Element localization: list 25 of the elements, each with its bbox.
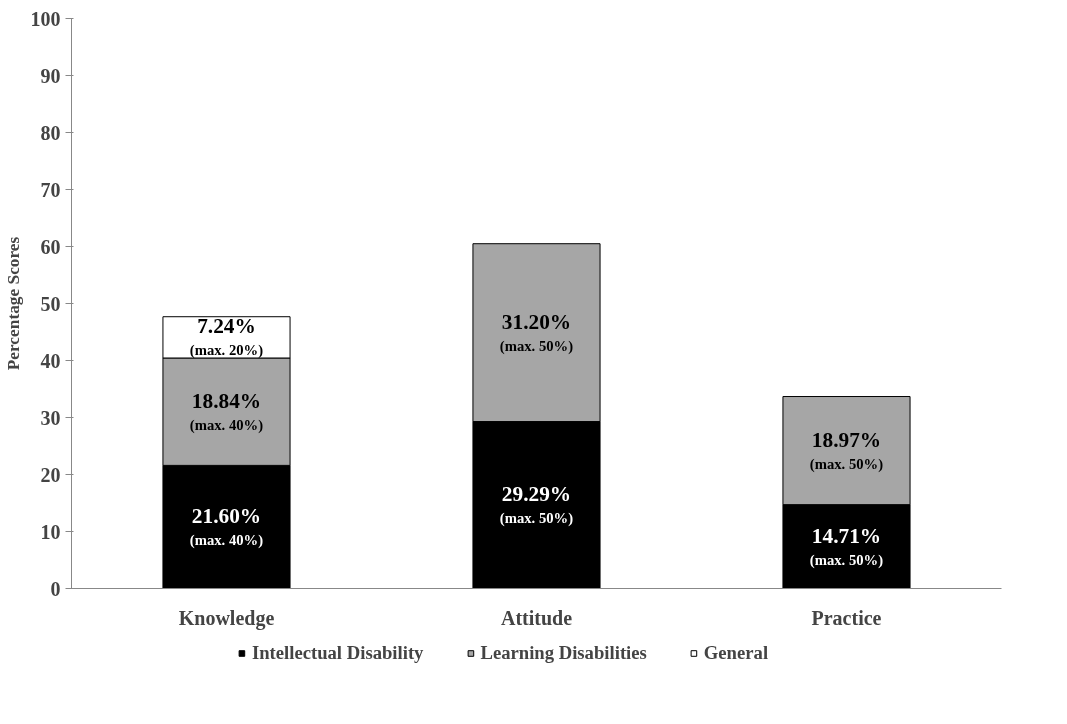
data-label: 18.84% (max. 40%) bbox=[189, 388, 264, 434]
y-tick-label: 20 bbox=[40, 463, 61, 486]
y-tick-label: 10 bbox=[40, 520, 61, 543]
y-tick-label: 80 bbox=[40, 121, 61, 144]
data-label: 21.60% (max. 40%) bbox=[189, 503, 264, 549]
y-tick-label: 60 bbox=[40, 235, 61, 258]
y-tick-label: 50 bbox=[40, 292, 61, 315]
x-tick-label: Practice bbox=[811, 606, 882, 629]
y-tick-label: 90 bbox=[40, 64, 61, 87]
legend-label: Learning Disabilities bbox=[480, 642, 647, 664]
y-tick-label: 0 bbox=[50, 577, 61, 600]
data-label: 14.71% (max. 50%) bbox=[809, 523, 884, 569]
y-tick-label: 100 bbox=[30, 7, 61, 30]
y-axis-title: Percentage Scores bbox=[3, 236, 23, 371]
data-label: 18.97% (max. 50%) bbox=[809, 427, 884, 473]
legend-label: General bbox=[703, 642, 769, 664]
data-label: 29.29% (max. 50%) bbox=[499, 482, 574, 528]
legend-label: Intellectual Disability bbox=[251, 642, 424, 664]
data-label: 7.24% (max. 20%) bbox=[189, 314, 264, 360]
x-tick-label: Knowledge bbox=[178, 606, 275, 630]
data-label: 31.20% (max. 50%) bbox=[499, 309, 574, 355]
y-tick-label: 30 bbox=[40, 406, 61, 429]
y-tick-label: 40 bbox=[40, 349, 61, 372]
x-tick-label: Attitude bbox=[500, 606, 573, 629]
y-tick-label: 70 bbox=[40, 178, 61, 201]
